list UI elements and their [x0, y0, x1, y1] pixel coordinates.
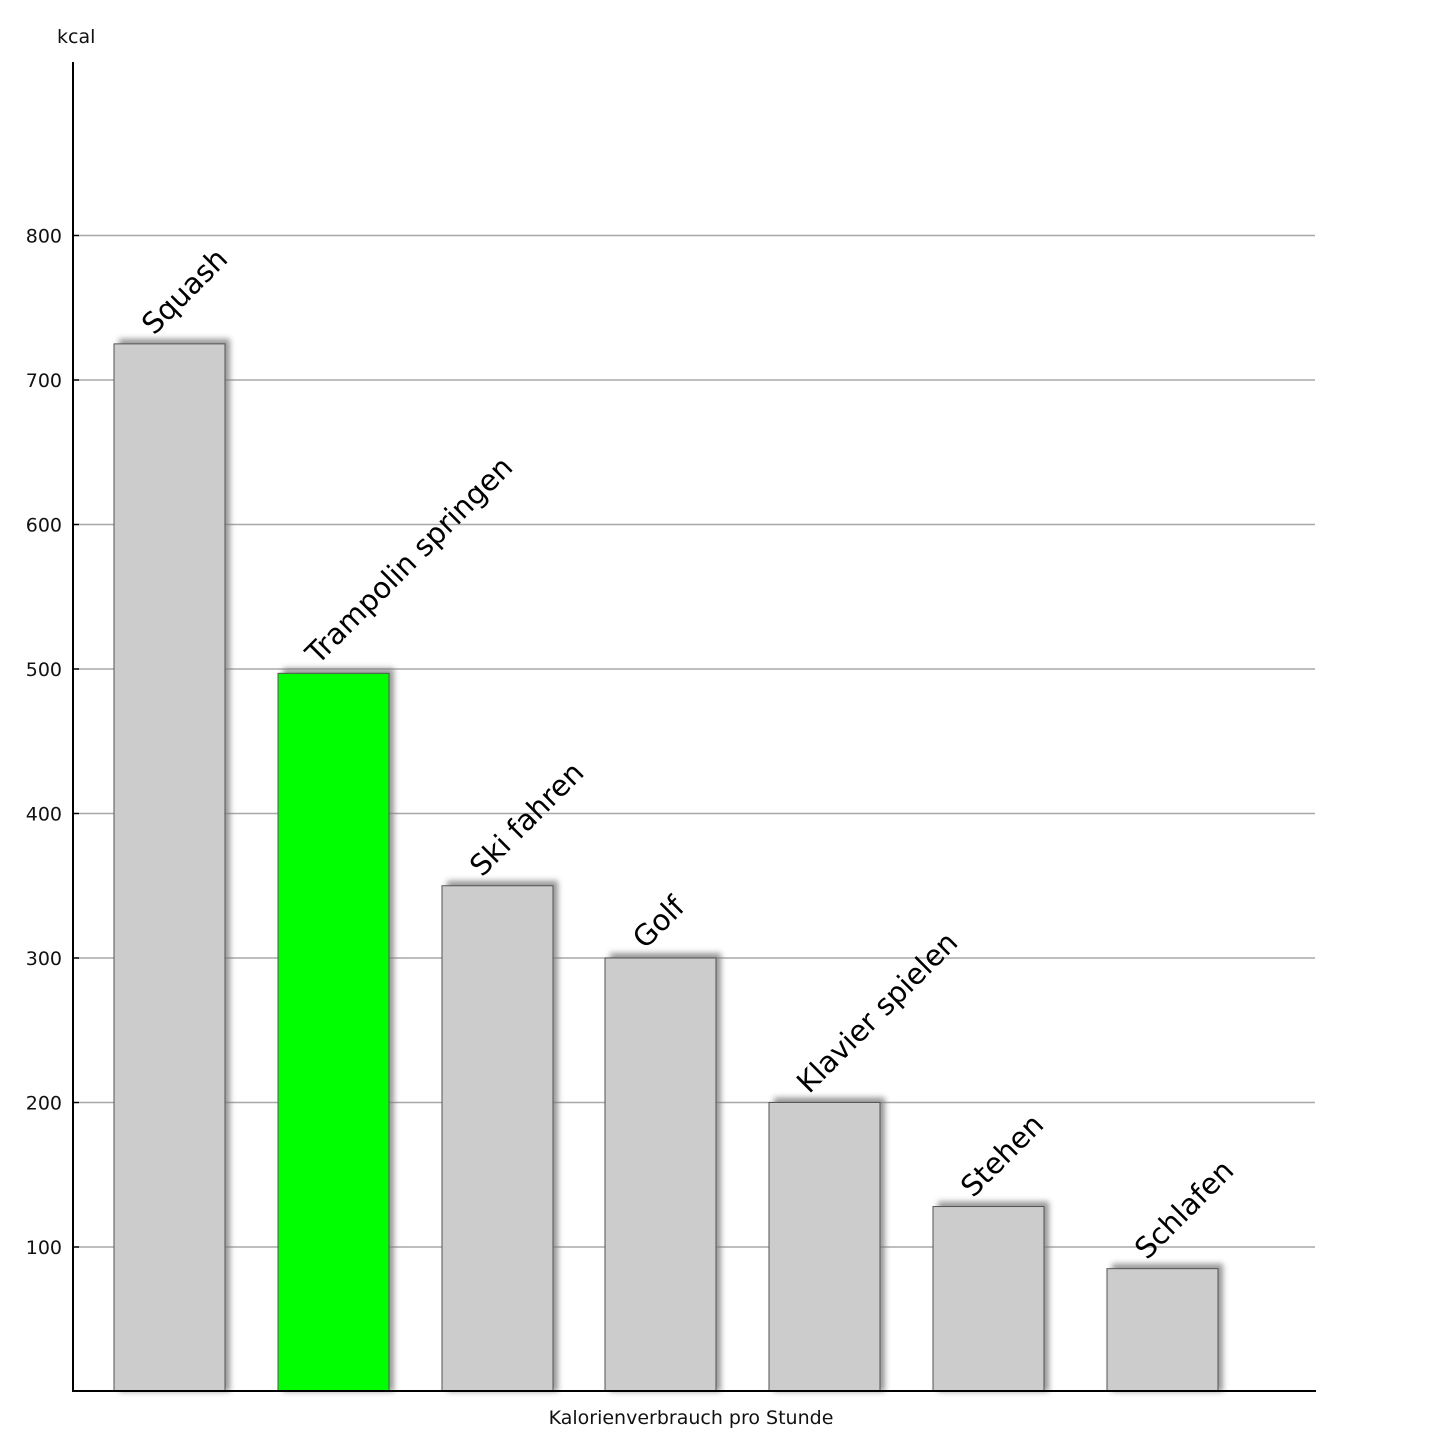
x-axis-label: Kalorienverbrauch pro Stunde	[549, 1407, 834, 1429]
y-tick-label: 300	[26, 948, 62, 970]
bar-klavier-spielen	[768, 1102, 881, 1392]
category-label: Squash	[135, 241, 234, 340]
y-tick-label: 700	[26, 370, 62, 392]
bar-stehen	[932, 1206, 1045, 1393]
category-label: Trampolin springen	[298, 450, 519, 671]
y-tick-label: 600	[26, 515, 62, 537]
y-tick-label: 800	[26, 226, 62, 248]
bar-trampolin-springen	[277, 672, 390, 1392]
bar-golf	[604, 957, 717, 1392]
category-label: Golf	[626, 889, 692, 955]
bar-schlafen	[1106, 1268, 1219, 1393]
category-label: Ski fahren	[463, 755, 591, 883]
bar-ski-fahren	[441, 885, 554, 1392]
bar-squash	[113, 343, 226, 1392]
category-label: Stehen	[954, 1107, 1050, 1203]
y-tick-label: 100	[26, 1237, 62, 1259]
category-label: Klavier spielen	[790, 925, 964, 1099]
category-label: Schlafen	[1128, 1153, 1240, 1265]
y-axis-label: kcal	[57, 26, 95, 48]
y-tick-label: 500	[26, 659, 62, 681]
y-tick-label: 200	[26, 1093, 62, 1115]
y-tick-label: 400	[26, 804, 62, 826]
